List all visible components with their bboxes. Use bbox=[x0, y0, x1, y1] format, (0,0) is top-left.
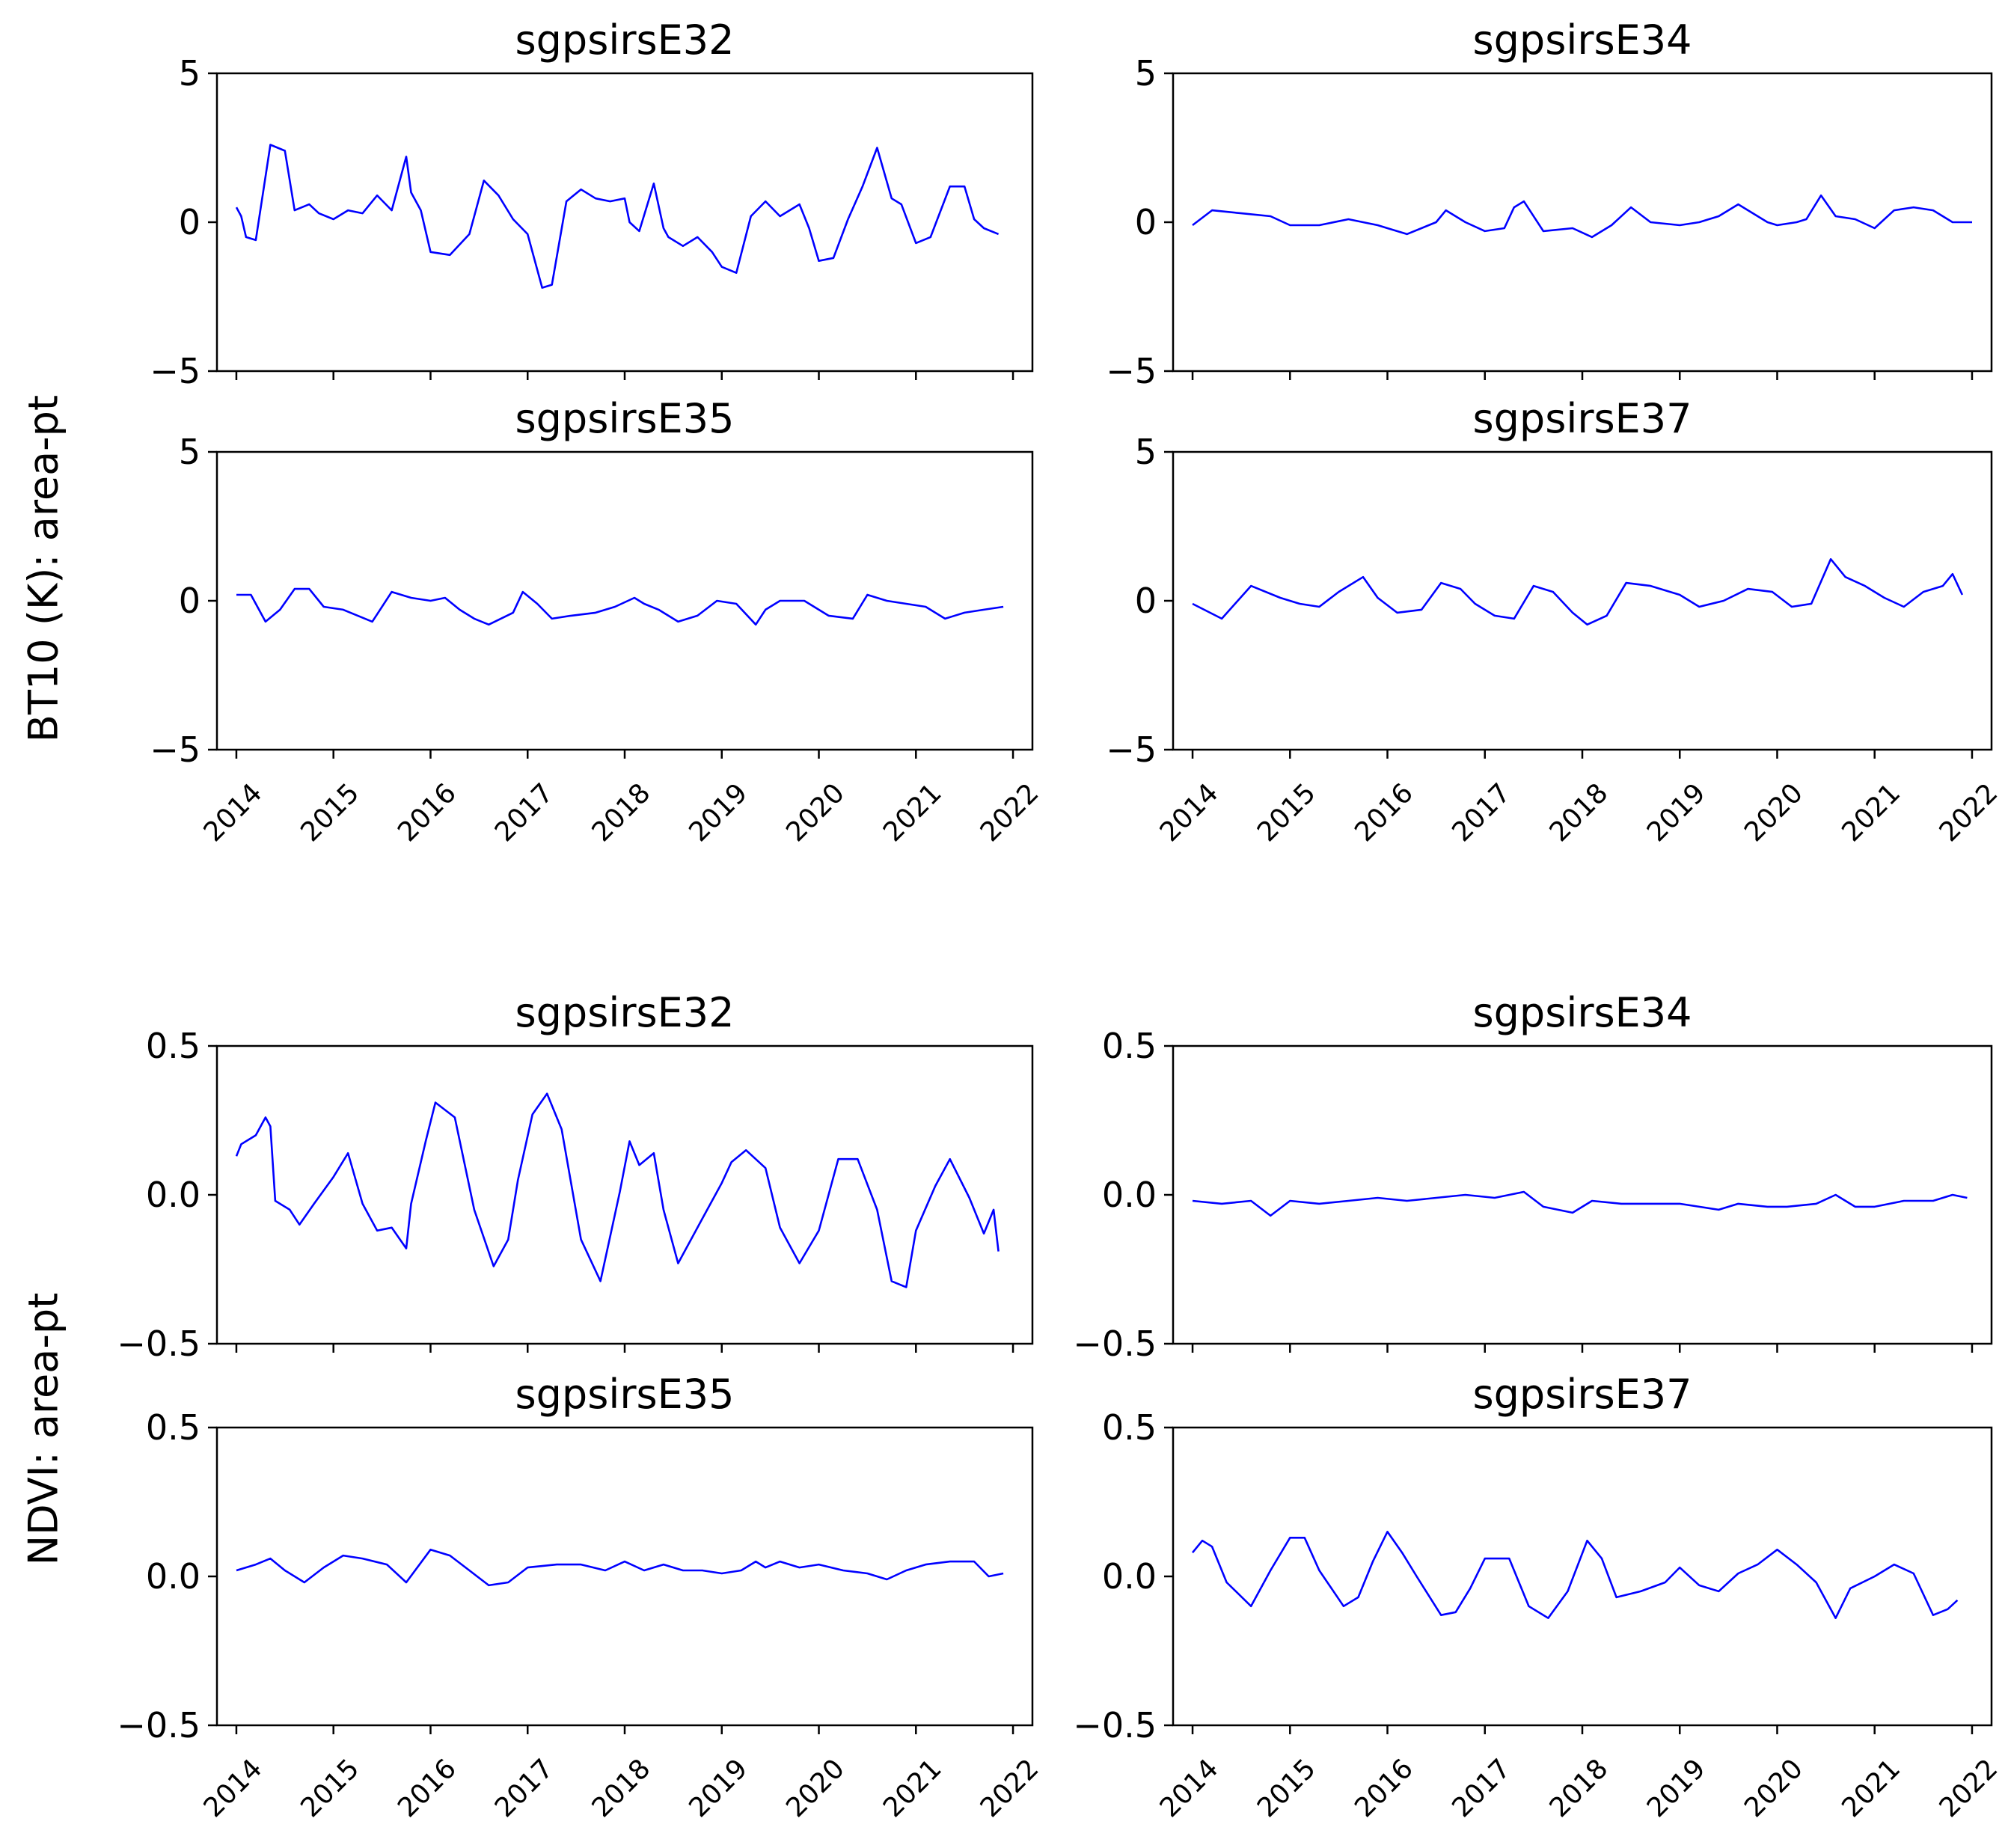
series-line bbox=[235, 1092, 1000, 1288]
subplot-title: sgpsirsE34 bbox=[1473, 16, 1692, 64]
subplot-sgpsirse32: sgpsirsE32 5 0 −5 bbox=[150, 16, 1034, 391]
subplot-title: sgpsirsE37 bbox=[1473, 1371, 1692, 1418]
x-tick-label: 2018 bbox=[1544, 777, 1614, 848]
x-tick-label: 2015 bbox=[295, 777, 365, 848]
x-tick-label: 2022 bbox=[975, 1753, 1045, 1823]
x-tick-label: 2018 bbox=[1544, 1753, 1614, 1823]
y-tick-label: 5 bbox=[179, 53, 201, 94]
subplot-sgpsirse37: sgpsirsE37 5 0 −5 2014 2015 2016 2017 2018 2019 20… bbox=[1106, 395, 2004, 848]
x-tick-label: 2019 bbox=[683, 1753, 753, 1823]
plot-frame bbox=[1172, 1044, 1993, 1345]
y-tick-label: −0.5 bbox=[1073, 1705, 1157, 1745]
x-tick-label: 2022 bbox=[975, 777, 1045, 848]
x-tick-label: 2014 bbox=[198, 1753, 269, 1823]
subplot-sgpsirse37: sgpsirsE37 0.5 0.0 −0.5 2014 2015 2016 2017 2018… bbox=[1073, 1371, 2004, 1823]
x-tick-label: 2015 bbox=[1252, 777, 1322, 848]
subplot-sgpsirse34: sgpsirsE34 5 0 −5 bbox=[1106, 16, 1993, 391]
x-tick-label: 2022 bbox=[1934, 1753, 2004, 1823]
plot-frame bbox=[215, 72, 1034, 373]
plot-frame bbox=[1172, 72, 1993, 373]
series-line bbox=[236, 587, 1004, 626]
subplot-title: sgpsirsE35 bbox=[515, 395, 735, 442]
x-tick-label: 2019 bbox=[1641, 1753, 1712, 1823]
series-line bbox=[236, 1548, 1004, 1587]
x-tick-label: 2021 bbox=[878, 1753, 948, 1823]
x-tick-label: 2017 bbox=[489, 777, 560, 848]
x-tick-label: 2022 bbox=[1934, 777, 2004, 848]
y-axis-label: NDVI: area-pt bbox=[20, 1293, 67, 1566]
x-tick-label: 2016 bbox=[392, 777, 462, 848]
x-tick-label: 2015 bbox=[1252, 1753, 1322, 1823]
plot-frame bbox=[215, 1044, 1034, 1345]
plot-frame bbox=[215, 1426, 1034, 1727]
y-tick-label: 0 bbox=[179, 581, 201, 621]
x-tick-label: 2020 bbox=[780, 1753, 851, 1823]
y-tick-label: 0 bbox=[179, 202, 201, 242]
y-tick-label: 0.0 bbox=[146, 1556, 201, 1597]
y-tick-label: 0 bbox=[1135, 581, 1157, 621]
x-tick-label: 2018 bbox=[587, 1753, 657, 1823]
x-tick-label: 2021 bbox=[878, 777, 948, 848]
series-line bbox=[1192, 1190, 1968, 1217]
y-tick-label: 0.5 bbox=[146, 1407, 201, 1448]
subplot-title: sgpsirsE34 bbox=[1473, 989, 1692, 1036]
plot-frame bbox=[1172, 450, 1993, 751]
series-line bbox=[1192, 194, 1972, 239]
x-tick-label: 2020 bbox=[1739, 1753, 1809, 1823]
subplot-title: sgpsirsE35 bbox=[515, 1371, 735, 1418]
y-tick-label: 0.5 bbox=[1102, 1026, 1157, 1066]
y-tick-label: −5 bbox=[150, 351, 201, 391]
x-tick-label: 2017 bbox=[1446, 1753, 1516, 1823]
y-tick-label: 5 bbox=[1135, 53, 1157, 94]
series-line bbox=[1191, 1531, 1959, 1619]
series-line bbox=[235, 144, 1000, 289]
x-tick-label: 2017 bbox=[489, 1753, 560, 1823]
x-tick-label: 2014 bbox=[1154, 1753, 1225, 1823]
y-tick-label: 5 bbox=[1135, 432, 1157, 472]
x-tick-label: 2016 bbox=[1349, 1753, 1419, 1823]
subplot-sgpsirse34: sgpsirsE34 0.5 0.0 −0.5 bbox=[1073, 989, 1993, 1364]
subplot-title: sgpsirsE32 bbox=[515, 16, 735, 64]
y-tick-label: −0.5 bbox=[117, 1324, 201, 1364]
x-tick-label: 2019 bbox=[683, 777, 753, 848]
subplot-sgpsirse32: sgpsirsE32 0.5 0.0 −0.5 bbox=[117, 989, 1034, 1364]
y-tick-label: −0.5 bbox=[117, 1705, 201, 1745]
y-tick-label: 0.0 bbox=[146, 1175, 201, 1215]
subplot-title: sgpsirsE32 bbox=[515, 989, 735, 1036]
plot-frame bbox=[215, 450, 1034, 751]
y-tick-label: 0.5 bbox=[1102, 1407, 1157, 1448]
x-tick-label: 2016 bbox=[392, 1753, 462, 1823]
y-axis-label: BT10 (K): area-pt bbox=[20, 395, 67, 742]
x-tick-label: 2018 bbox=[587, 777, 657, 848]
y-tick-label: −5 bbox=[1106, 729, 1157, 770]
x-tick-label: 2017 bbox=[1446, 777, 1516, 848]
x-tick-label: 2020 bbox=[1739, 777, 1809, 848]
subplot-title: sgpsirsE37 bbox=[1473, 395, 1692, 442]
y-tick-label: −5 bbox=[1106, 351, 1157, 391]
y-tick-label: 0.0 bbox=[1102, 1175, 1157, 1215]
y-tick-label: 0.5 bbox=[146, 1026, 201, 1066]
x-tick-label: 2014 bbox=[1154, 777, 1225, 848]
subplot-sgpsirse35: sgpsirsE35 0.5 0.0 −0.5 2014 2015 2016 2017 2018… bbox=[117, 1371, 1044, 1823]
subplot-sgpsirse35: sgpsirsE35 5 0 −5 2014 2015 2016 2017 2018 2019 20… bbox=[150, 395, 1044, 848]
x-tick-label: 2016 bbox=[1349, 777, 1419, 848]
x-tick-label: 2014 bbox=[198, 777, 269, 848]
y-tick-label: 5 bbox=[179, 432, 201, 472]
y-tick-label: 0.0 bbox=[1102, 1556, 1157, 1597]
x-tick-label: 2021 bbox=[1836, 1753, 1906, 1823]
plot-frame bbox=[1172, 1426, 1993, 1727]
x-tick-label: 2021 bbox=[1836, 777, 1906, 848]
y-tick-label: −5 bbox=[150, 729, 201, 770]
x-tick-label: 2020 bbox=[780, 777, 851, 848]
x-tick-label: 2019 bbox=[1641, 777, 1712, 848]
y-tick-label: 0 bbox=[1135, 202, 1157, 242]
y-tick-label: −0.5 bbox=[1073, 1324, 1157, 1364]
series-line bbox=[1192, 557, 1964, 626]
x-tick-label: 2015 bbox=[295, 1753, 365, 1823]
